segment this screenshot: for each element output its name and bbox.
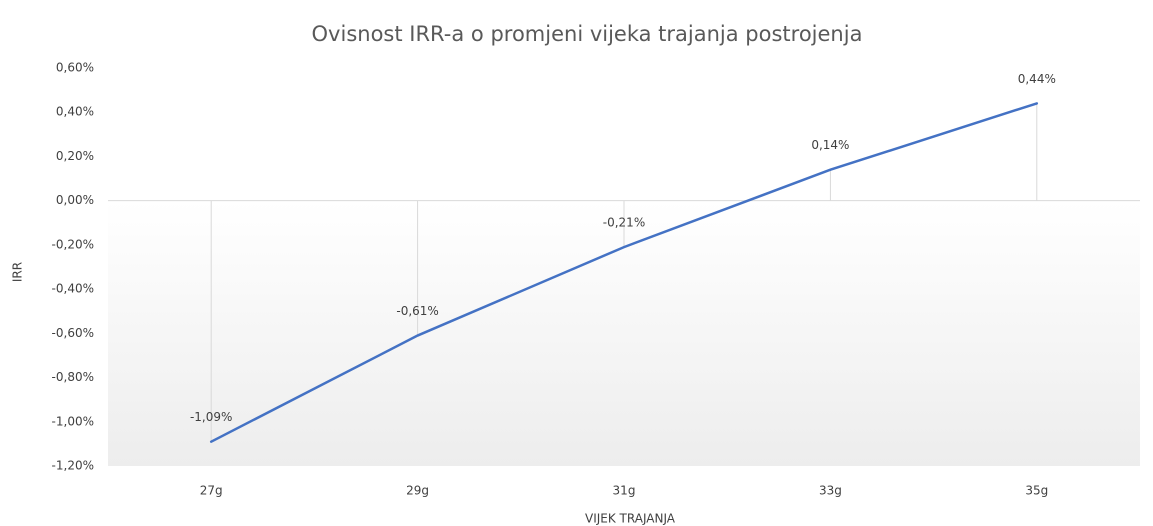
- y-tick-label: -0,80%: [52, 370, 94, 384]
- y-tick-label: -0,60%: [52, 326, 94, 340]
- y-tick-label: 0,00%: [56, 193, 94, 207]
- data-label: 0,14%: [811, 138, 849, 152]
- y-axis-title: IRR: [11, 262, 25, 282]
- y-tick-label: -1,00%: [52, 414, 94, 428]
- y-tick-label: -1,20%: [52, 459, 94, 473]
- y-tick-label: 0,60%: [56, 61, 94, 75]
- x-axis-title: VIJEK TRAJANJA: [585, 512, 676, 526]
- data-label: -1,09%: [190, 410, 232, 424]
- y-tick-label: -0,40%: [52, 282, 94, 296]
- y-tick-label: -0,20%: [52, 237, 94, 251]
- y-tick-label: 0,20%: [56, 149, 94, 163]
- data-label: 0,44%: [1018, 72, 1056, 86]
- x-tick-label: 31g: [613, 484, 636, 498]
- x-tick-label: 33g: [819, 484, 842, 498]
- chart-title: Ovisnost IRR-a o promjeni vijeka trajanj…: [312, 22, 863, 46]
- y-tick-label: 0,40%: [56, 105, 94, 119]
- data-label: -0,61%: [396, 304, 438, 318]
- series-line: [209, 102, 1039, 443]
- data-label: -0,21%: [603, 216, 645, 230]
- x-tick-label: 29g: [406, 484, 429, 498]
- x-tick-label: 27g: [200, 484, 223, 498]
- x-tick-label: 35g: [1025, 484, 1048, 498]
